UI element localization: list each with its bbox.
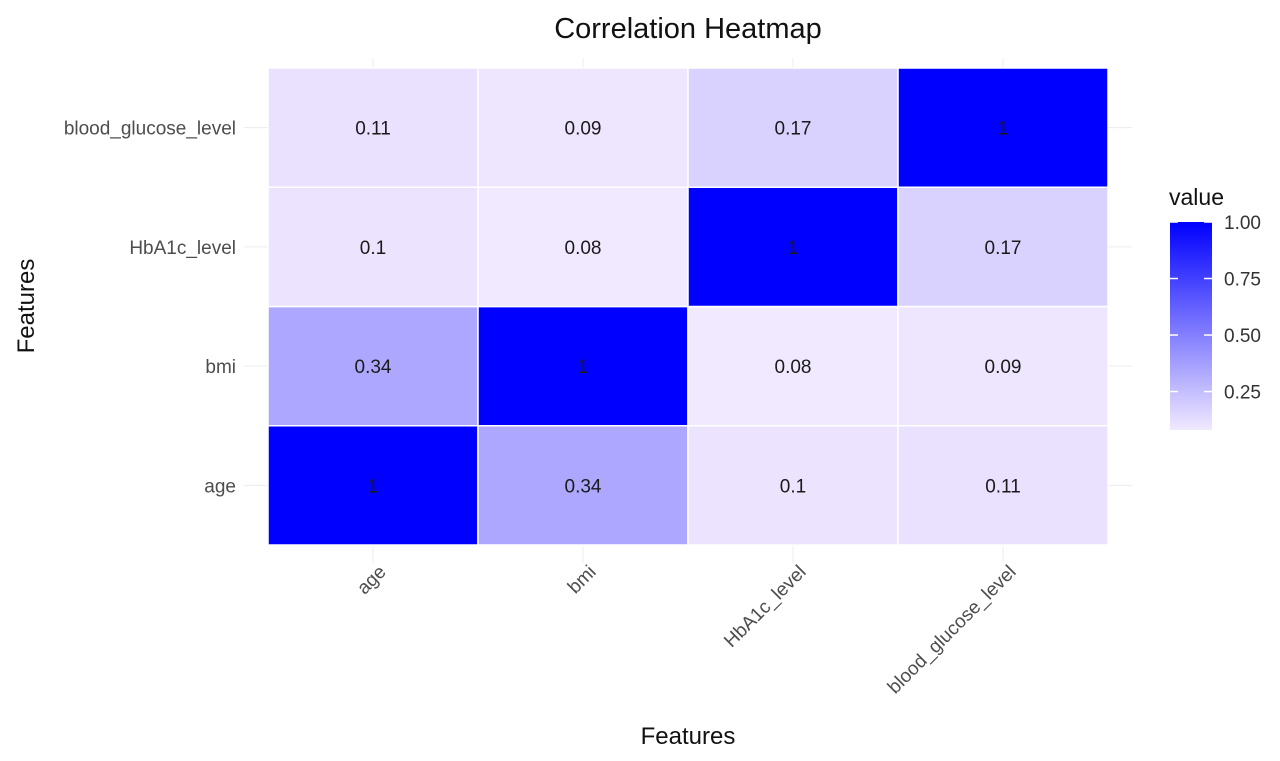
x-axis-label: Features [641, 723, 736, 750]
x-tick-label: bmi [564, 562, 601, 599]
heatmap-cell [897, 425, 1109, 546]
legend-tick-label: 0.25 [1224, 383, 1261, 404]
legend-title: value [1169, 184, 1224, 210]
y-axis-tick-labels: age bmi HbA1c_level blood_glucose_level [64, 119, 236, 498]
cell-value-label: 0.11 [985, 476, 1021, 497]
heatmap-cell [897, 186, 1109, 308]
cell-value-label: 0.17 [985, 238, 1022, 259]
cell-value-label: 1 [998, 119, 1009, 140]
heatmap-cell-labels: 1 0.34 0.1 0.11 0.34 1 0.08 0.09 0.1 0.08 1 0.17 0.1… [355, 119, 1022, 498]
cell-value-label: 0.34 [565, 476, 602, 497]
legend-tick-label: 1.00 [1224, 213, 1261, 234]
chart-title: Correlation Heatmap [554, 13, 822, 45]
heatmap-cell [897, 305, 1109, 427]
legend-tick-label: 0.75 [1224, 270, 1261, 291]
legend-tick-label: 0.50 [1224, 326, 1261, 347]
x-tick-label: HbA1c_level [720, 562, 810, 652]
cell-value-label: 0.34 [355, 357, 392, 378]
x-tick-label: age [353, 562, 390, 599]
heatmap-cell [687, 425, 899, 546]
y-tick-label: bmi [205, 357, 236, 378]
x-tick-label: blood_glucose_level [884, 562, 1021, 699]
cell-value-label: 0.08 [565, 238, 602, 259]
cell-value-label: 0.1 [780, 476, 806, 497]
heatmap-cell [897, 67, 1109, 188]
y-axis-label: Features [13, 259, 40, 354]
heatmap-cell [687, 186, 899, 308]
cell-value-label: 0.09 [565, 119, 602, 140]
heatmap-cells [267, 67, 1109, 546]
color-legend: value 1.00 0.75 0.50 0.25 [1169, 184, 1261, 430]
y-tick-label: HbA1c_level [129, 238, 236, 259]
cell-value-label: 0.1 [360, 238, 386, 259]
cell-value-label: 1 [788, 238, 799, 259]
y-tick-label: blood_glucose_level [64, 119, 236, 140]
x-axis-tick-labels: age bmi HbA1c_level blood_glucose_level [353, 562, 1020, 699]
heatmap-cell [477, 305, 689, 427]
cell-value-label: 0.17 [775, 119, 812, 140]
heatmap-cell [687, 67, 899, 188]
heatmap-cell [267, 425, 479, 546]
heatmap-cell [267, 67, 479, 188]
legend-ticks: 1.00 0.75 0.50 0.25 [1170, 213, 1261, 404]
cell-value-label: 1 [578, 357, 589, 378]
cell-value-label: 0.09 [985, 357, 1022, 378]
heatmap-cell [477, 67, 689, 188]
cell-value-label: 1 [368, 476, 379, 497]
heatmap-cell [267, 186, 479, 308]
cell-value-label: 0.08 [775, 357, 812, 378]
y-tick-label: age [204, 476, 236, 497]
legend-color-bar [1170, 222, 1212, 430]
heatmap-cell [477, 425, 689, 546]
cell-value-label: 0.11 [355, 119, 391, 140]
